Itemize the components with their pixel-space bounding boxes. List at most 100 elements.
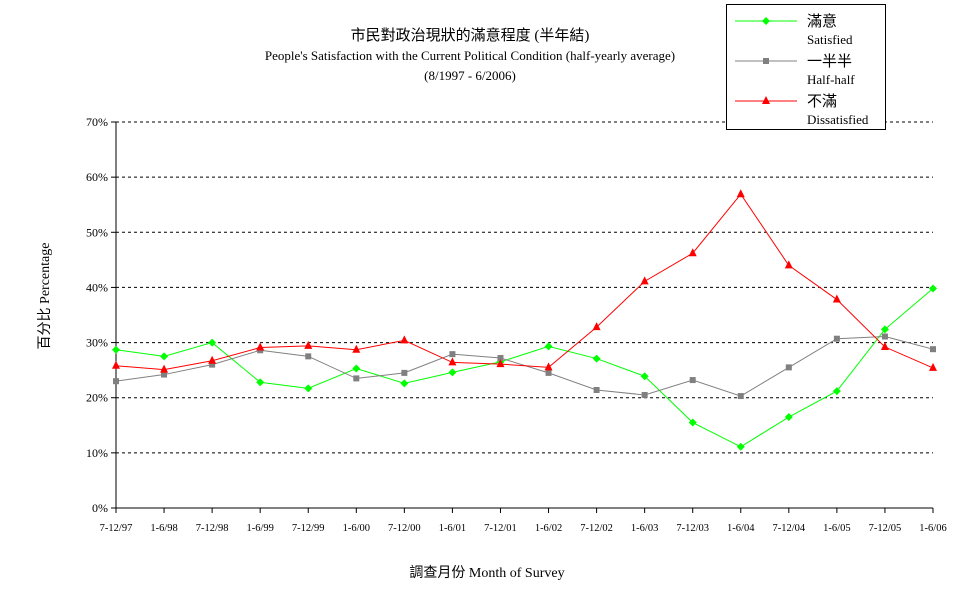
legend-item-satisfied: 滿意 Satisfied <box>727 11 885 51</box>
data-point-dissatisfied <box>832 294 841 303</box>
y-tick-label: 70% <box>86 115 108 129</box>
x-tick-label: 7-12/02 <box>580 523 613 534</box>
data-point-half-half <box>833 335 840 342</box>
legend-label-satisfied-en: Satisfied <box>807 32 853 47</box>
data-point-half-half <box>593 386 600 393</box>
x-tick-label: 7-12/05 <box>869 523 902 534</box>
data-point-satisfied <box>352 364 361 373</box>
data-point-dissatisfied <box>112 360 120 369</box>
data-point-satisfied <box>688 418 697 427</box>
data-point-dissatisfied <box>688 248 697 257</box>
series-line-satisfied <box>115 288 934 448</box>
y-tick-label: 30% <box>86 336 108 350</box>
x-tick-label: 7-12/04 <box>772 523 805 534</box>
data-point-dissatisfied <box>304 340 313 349</box>
data-point-dissatisfied <box>592 322 601 331</box>
x-axis-label: 調查月份 Month of Survey <box>409 566 565 581</box>
x-tick-label: 7-12/99 <box>292 523 325 534</box>
data-point-dissatisfied <box>160 364 169 373</box>
data-point-dissatisfied <box>929 362 937 371</box>
data-point-dissatisfied <box>448 357 457 366</box>
x-tick-label: 7-12/00 <box>388 523 421 534</box>
data-point-satisfied <box>544 342 553 351</box>
data-point-dissatisfied <box>496 359 505 368</box>
legend-label-dissatisfied-zh: 不滿 <box>807 94 838 110</box>
legend-swatch-satisfied <box>735 17 797 25</box>
x-tick-label: 7-12/98 <box>196 523 229 534</box>
data-point-satisfied <box>160 352 169 361</box>
series-line-half-half <box>115 336 934 397</box>
data-point-half-half <box>930 346 936 353</box>
data-point-dissatisfied <box>784 260 793 269</box>
chart-subtitle: People's Satisfaction with the Current P… <box>264 48 676 63</box>
y-tick-label: 20% <box>86 391 108 405</box>
data-point-satisfied <box>592 354 601 363</box>
x-tick-label: 1-6/99 <box>246 523 273 534</box>
x-tick-label: 1-6/01 <box>439 523 466 534</box>
series-line-dissatisfied <box>115 193 934 371</box>
legend-swatch-dissatisfied <box>735 96 797 104</box>
legend-label-half-half-en: Half-half <box>807 72 855 87</box>
data-point-satisfied <box>640 372 649 381</box>
x-tick-label: 1-6/03 <box>631 523 658 534</box>
legend-label-satisfied-zh: 滿意 <box>807 14 838 30</box>
data-point-dissatisfied <box>736 189 745 198</box>
data-point-dissatisfied <box>256 342 265 351</box>
chart-date-range: (8/1997 - 6/2006) <box>424 68 516 83</box>
data-point-satisfied <box>929 284 937 293</box>
data-point-satisfied <box>256 378 265 387</box>
data-point-satisfied <box>304 384 313 393</box>
data-point-dissatisfied <box>400 335 409 344</box>
x-tick-label: 1-6/06 <box>919 523 946 534</box>
data-point-satisfied <box>208 338 217 347</box>
data-point-dissatisfied <box>544 362 553 371</box>
legend-label-half-half-zh: 一半半 <box>807 54 853 70</box>
y-tick-label: 0% <box>92 501 108 515</box>
x-tick-label: 1-6/05 <box>823 523 850 534</box>
y-tick-label: 50% <box>86 225 108 239</box>
x-tick-label: 1-6/02 <box>535 523 562 534</box>
data-point-satisfied <box>832 387 841 396</box>
data-point-satisfied <box>784 413 793 422</box>
legend-label-dissatisfied-en: Dissatisfied <box>807 112 869 127</box>
x-tick-label: 7-12/03 <box>676 523 709 534</box>
x-tick-label: 7-12/01 <box>484 523 517 534</box>
data-point-half-half <box>113 378 119 385</box>
chart-title: 市民對政治現狀的滿意程度 (半年結) <box>350 28 590 44</box>
y-axis-label: 百分比 Percentage <box>38 242 53 350</box>
y-tick-label: 40% <box>86 280 108 294</box>
chart-title-block: 市民對政治現狀的滿意程度 (半年結) People's Satisfaction… <box>200 26 740 86</box>
data-point-half-half <box>401 369 408 376</box>
y-tick-label: 10% <box>86 446 108 460</box>
data-point-satisfied <box>880 325 889 334</box>
data-point-half-half <box>545 369 552 376</box>
chart-legend: 滿意 Satisfied 一半半 Half-half 不滿 Dissatisfi… <box>726 4 886 130</box>
x-tick-label: 1-6/04 <box>727 523 755 534</box>
data-point-dissatisfied <box>880 341 889 350</box>
data-point-half-half <box>785 364 792 371</box>
data-point-half-half <box>689 377 696 384</box>
legend-swatch-half-half <box>735 58 797 64</box>
data-point-satisfied <box>400 379 409 388</box>
data-point-half-half <box>161 371 168 378</box>
y-tick-label: 60% <box>86 170 108 184</box>
data-point-half-half <box>305 353 312 360</box>
data-point-satisfied <box>448 368 457 377</box>
data-point-half-half <box>209 361 216 368</box>
x-tick-label: 1-6/00 <box>343 523 370 534</box>
data-point-dissatisfied <box>352 344 361 353</box>
data-point-dissatisfied <box>640 276 649 285</box>
data-point-half-half <box>881 333 888 340</box>
data-point-dissatisfied <box>208 355 217 364</box>
legend-item-half-half: 一半半 Half-half <box>727 51 885 91</box>
x-tick-label: 1-6/98 <box>150 523 177 534</box>
data-point-half-half <box>449 351 456 358</box>
data-point-half-half <box>641 391 648 398</box>
x-tick-label: 7-12/97 <box>100 523 133 534</box>
data-point-satisfied <box>736 442 745 451</box>
legend-item-dissatisfied: 不滿 Dissatisfied <box>727 91 885 131</box>
data-point-satisfied <box>112 345 120 354</box>
data-point-half-half <box>497 355 504 362</box>
data-point-half-half <box>353 375 360 382</box>
